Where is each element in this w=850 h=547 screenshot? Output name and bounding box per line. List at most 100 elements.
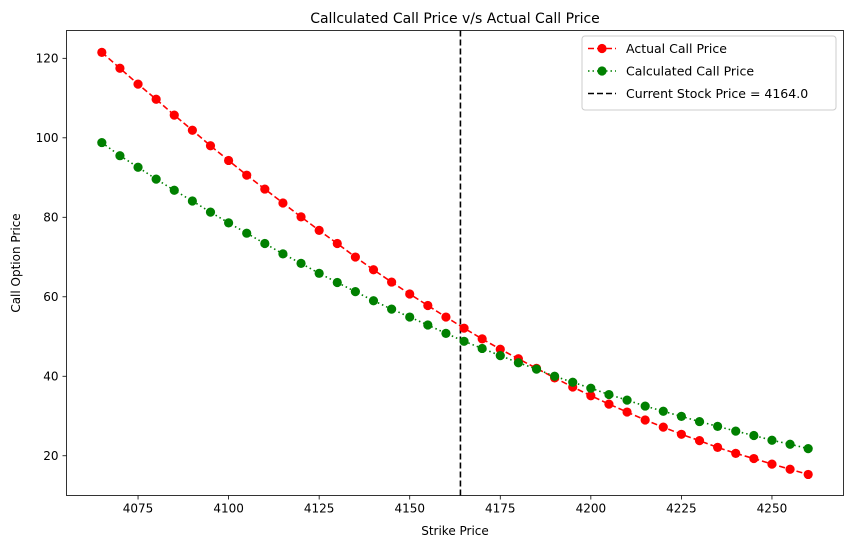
data-point bbox=[586, 391, 596, 401]
data-point bbox=[133, 162, 143, 172]
data-point bbox=[405, 312, 415, 322]
data-point bbox=[713, 421, 723, 431]
data-point bbox=[477, 343, 487, 354]
data-point bbox=[459, 323, 469, 333]
chart-title: Callculated Call Price v/s Actual Call P… bbox=[310, 11, 600, 27]
legend-entry-1-marker bbox=[597, 66, 607, 76]
y-axis: 20 40 60 80 100 120 bbox=[36, 51, 67, 463]
legend-entry-0-marker bbox=[597, 43, 607, 54]
x-axis-label: Strike Price bbox=[421, 524, 489, 538]
data-point bbox=[441, 312, 451, 322]
y-tick-label: 80 bbox=[43, 210, 58, 224]
data-point bbox=[676, 411, 686, 422]
y-tick-label: 60 bbox=[43, 290, 58, 304]
x-tick-label: 4200 bbox=[576, 502, 607, 516]
legend-box bbox=[581, 35, 837, 111]
x-tick-label: 4075 bbox=[123, 502, 154, 516]
data-point bbox=[513, 358, 523, 368]
data-point bbox=[242, 228, 252, 238]
data-point bbox=[622, 407, 632, 417]
data-point bbox=[405, 289, 415, 299]
x-tick-label: 4150 bbox=[394, 502, 425, 516]
data-point bbox=[622, 395, 632, 405]
data-point bbox=[314, 225, 324, 236]
data-point bbox=[803, 444, 813, 454]
x-tick-label: 4250 bbox=[757, 502, 788, 516]
x-tick-label: 4175 bbox=[485, 502, 516, 516]
data-point bbox=[368, 296, 379, 306]
data-point bbox=[151, 174, 161, 184]
data-point bbox=[731, 448, 741, 458]
data-point bbox=[676, 429, 686, 439]
data-point bbox=[169, 110, 179, 120]
data-point bbox=[423, 300, 433, 311]
data-point bbox=[713, 442, 723, 453]
data-point bbox=[586, 383, 596, 393]
data-point bbox=[568, 377, 578, 387]
legend: Actual Call Price Calculated Call Price Cu… bbox=[581, 35, 837, 111]
data-point bbox=[350, 252, 360, 262]
data-point bbox=[495, 351, 505, 361]
data-point bbox=[749, 453, 759, 464]
data-point bbox=[151, 94, 161, 104]
x-axis: 4075 4100 4125 4150 4175 4200 4225 4250 bbox=[123, 495, 788, 516]
data-point bbox=[785, 464, 795, 474]
data-point bbox=[694, 416, 705, 427]
data-point bbox=[803, 469, 813, 480]
data-point bbox=[531, 364, 542, 374]
data-point bbox=[260, 238, 270, 249]
series-line-0 bbox=[101, 51, 809, 476]
data-point bbox=[278, 198, 288, 208]
data-point bbox=[423, 320, 433, 330]
data-point bbox=[133, 79, 143, 89]
data-point bbox=[242, 170, 252, 180]
y-tick-label: 40 bbox=[43, 369, 58, 383]
data-point bbox=[387, 304, 397, 314]
data-point bbox=[97, 47, 107, 57]
data-point bbox=[296, 258, 306, 268]
data-point bbox=[97, 137, 107, 148]
data-point bbox=[550, 371, 560, 381]
data-point bbox=[387, 277, 397, 287]
x-tick-label: 4125 bbox=[304, 502, 335, 516]
data-point bbox=[694, 436, 705, 446]
data-point bbox=[604, 399, 614, 409]
legend-entry-1-label: Calculated Call Price bbox=[626, 64, 754, 79]
data-point bbox=[785, 439, 795, 449]
data-point bbox=[314, 268, 324, 278]
y-axis-label: Call Option Price bbox=[9, 213, 23, 312]
data-point bbox=[441, 328, 451, 338]
y-tick-label: 120 bbox=[36, 51, 59, 65]
data-point bbox=[495, 344, 505, 354]
data-point bbox=[749, 430, 759, 441]
data-point bbox=[459, 336, 469, 346]
series-layer bbox=[97, 47, 813, 480]
data-point bbox=[278, 249, 288, 259]
data-point bbox=[477, 334, 487, 344]
legend-entry-reference-label: Current Stock Price = 4164.0 bbox=[626, 86, 808, 101]
data-point bbox=[767, 459, 777, 469]
data-point bbox=[640, 415, 650, 425]
x-tick-label: 4100 bbox=[213, 502, 244, 516]
data-point bbox=[658, 422, 668, 432]
data-point bbox=[187, 196, 197, 206]
data-point bbox=[205, 207, 216, 217]
data-point bbox=[640, 401, 650, 411]
data-point bbox=[658, 406, 668, 416]
data-point bbox=[224, 155, 234, 166]
data-point bbox=[731, 426, 741, 436]
y-tick-label: 20 bbox=[43, 449, 58, 463]
data-point bbox=[260, 184, 270, 194]
series-line-1 bbox=[101, 141, 809, 450]
data-point bbox=[368, 265, 379, 275]
data-point bbox=[187, 125, 197, 135]
data-point bbox=[767, 435, 777, 445]
data-point bbox=[205, 141, 216, 151]
data-point bbox=[224, 218, 234, 228]
data-point bbox=[350, 287, 360, 297]
x-tick-label: 4225 bbox=[666, 502, 697, 516]
data-point bbox=[115, 151, 125, 161]
y-tick-label: 100 bbox=[36, 131, 59, 145]
data-point bbox=[115, 63, 125, 73]
data-point bbox=[604, 389, 614, 400]
